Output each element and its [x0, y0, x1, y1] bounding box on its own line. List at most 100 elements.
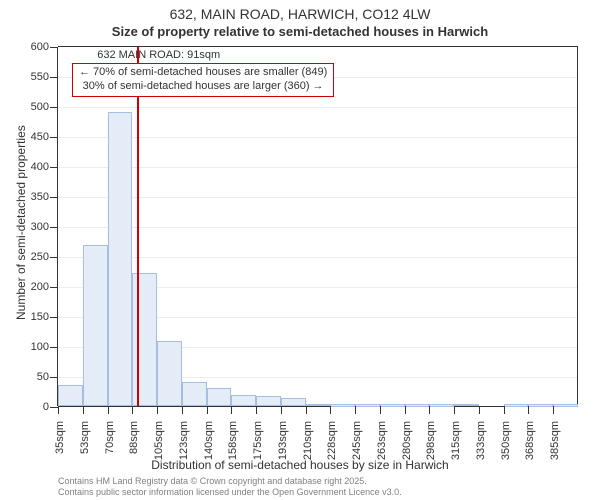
y-tick-label: 450 [9, 131, 49, 143]
x-tick [281, 406, 282, 414]
y-tick-label: 200 [9, 281, 49, 293]
x-tick [207, 406, 208, 414]
x-tick-label: 158sqm [227, 421, 239, 461]
x-tick [83, 406, 84, 414]
x-tick [256, 406, 257, 414]
histogram-bar [231, 395, 256, 406]
y-tick [50, 407, 58, 408]
y-tick-label: 550 [9, 71, 49, 83]
x-tick [306, 406, 307, 414]
gridline [58, 197, 577, 198]
x-tick-label: 280sqm [401, 421, 413, 461]
histogram-bar [405, 405, 430, 406]
x-tick-label: 263sqm [376, 421, 388, 461]
x-tick [182, 406, 183, 414]
histogram-bar [429, 405, 454, 406]
x-tick-label: 105sqm [153, 421, 165, 461]
x-tick-label: 175sqm [252, 421, 264, 461]
y-tick [50, 287, 58, 288]
y-tick [50, 77, 58, 78]
y-tick-label: 500 [9, 101, 49, 113]
histogram-bar [306, 404, 331, 406]
histogram-bar [553, 405, 578, 406]
y-tick [50, 347, 58, 348]
y-tick-label: 250 [9, 251, 49, 263]
callout-line1: ← 70% of semi-detached houses are smalle… [79, 66, 327, 80]
gridline [58, 257, 577, 258]
x-tick [504, 406, 505, 414]
x-tick-label: 70sqm [104, 421, 116, 461]
y-tick [50, 137, 58, 138]
histogram-bar [83, 245, 108, 406]
y-tick [50, 107, 58, 108]
y-tick-label: 100 [9, 341, 49, 353]
x-tick-label: 298sqm [425, 421, 437, 461]
plot-area: 05010015020025030035040045050055060035sq… [58, 46, 578, 406]
histogram-bar [330, 405, 355, 406]
x-tick-label: 245sqm [351, 421, 363, 461]
y-tick [50, 47, 58, 48]
credits-line2: Contains public sector information licen… [58, 487, 402, 498]
histogram-bar [504, 405, 529, 406]
x-tick-label: 35sqm [54, 421, 66, 461]
x-tick [157, 406, 158, 414]
y-tick [50, 227, 58, 228]
y-tick-label: 50 [9, 371, 49, 383]
callout-line2: 30% of semi-detached houses are larger (… [79, 80, 327, 94]
x-tick [479, 406, 480, 414]
x-tick-label: 88sqm [128, 421, 140, 461]
y-tick [50, 317, 58, 318]
reference-line-label: 632 MAIN ROAD: 91sqm [97, 49, 220, 61]
histogram-bar [256, 396, 281, 406]
chart-area: 05010015020025030035040045050055060035sq… [58, 46, 578, 406]
x-tick [380, 406, 381, 414]
histogram-bar [157, 341, 182, 406]
y-tick-label: 0 [9, 401, 49, 413]
x-tick-label: 228sqm [326, 421, 338, 461]
histogram-bar [355, 405, 380, 406]
x-tick [231, 406, 232, 414]
title-line2: Size of property relative to semi-detach… [0, 24, 600, 40]
gridline [58, 227, 577, 228]
title-line1: 632, MAIN ROAD, HARWICH, CO12 4LW [0, 6, 600, 24]
gridline [58, 107, 577, 108]
x-tick-label: 123sqm [178, 421, 190, 461]
y-tick-label: 400 [9, 161, 49, 173]
comparison-callout: ← 70% of semi-detached houses are smalle… [72, 63, 334, 97]
x-axis [58, 406, 577, 407]
x-tick [108, 406, 109, 414]
x-tick-label: 368sqm [524, 421, 536, 461]
histogram-bar [132, 273, 157, 406]
x-tick-label: 140sqm [203, 421, 215, 461]
histogram-bar [528, 405, 553, 406]
x-tick-label: 333sqm [475, 421, 487, 461]
x-tick [528, 406, 529, 414]
y-tick-label: 150 [9, 311, 49, 323]
y-tick [50, 197, 58, 198]
histogram-bar [380, 405, 405, 406]
x-tick-label: 193sqm [277, 421, 289, 461]
x-tick-label: 385sqm [549, 421, 561, 461]
y-tick [50, 377, 58, 378]
x-tick [454, 406, 455, 414]
gridline [58, 167, 577, 168]
x-axis-label: Distribution of semi-detached houses by … [0, 458, 600, 472]
x-tick-label: 315sqm [450, 421, 462, 461]
histogram-bar [454, 404, 479, 406]
gridline [58, 137, 577, 138]
x-tick-label: 53sqm [79, 421, 91, 461]
histogram-bar [58, 385, 83, 406]
x-tick [405, 406, 406, 414]
chart-title-block: 632, MAIN ROAD, HARWICH, CO12 4LW Size o… [0, 0, 600, 40]
x-tick [132, 406, 133, 414]
x-tick [58, 406, 59, 414]
credits-line1: Contains HM Land Registry data © Crown c… [58, 476, 402, 487]
histogram-bar [281, 398, 306, 406]
reference-line [137, 47, 139, 406]
x-tick-label: 350sqm [500, 421, 512, 461]
y-tick [50, 167, 58, 168]
histogram-bar [207, 388, 232, 406]
credits: Contains HM Land Registry data © Crown c… [58, 476, 402, 499]
x-tick [330, 406, 331, 414]
y-tick-label: 300 [9, 221, 49, 233]
